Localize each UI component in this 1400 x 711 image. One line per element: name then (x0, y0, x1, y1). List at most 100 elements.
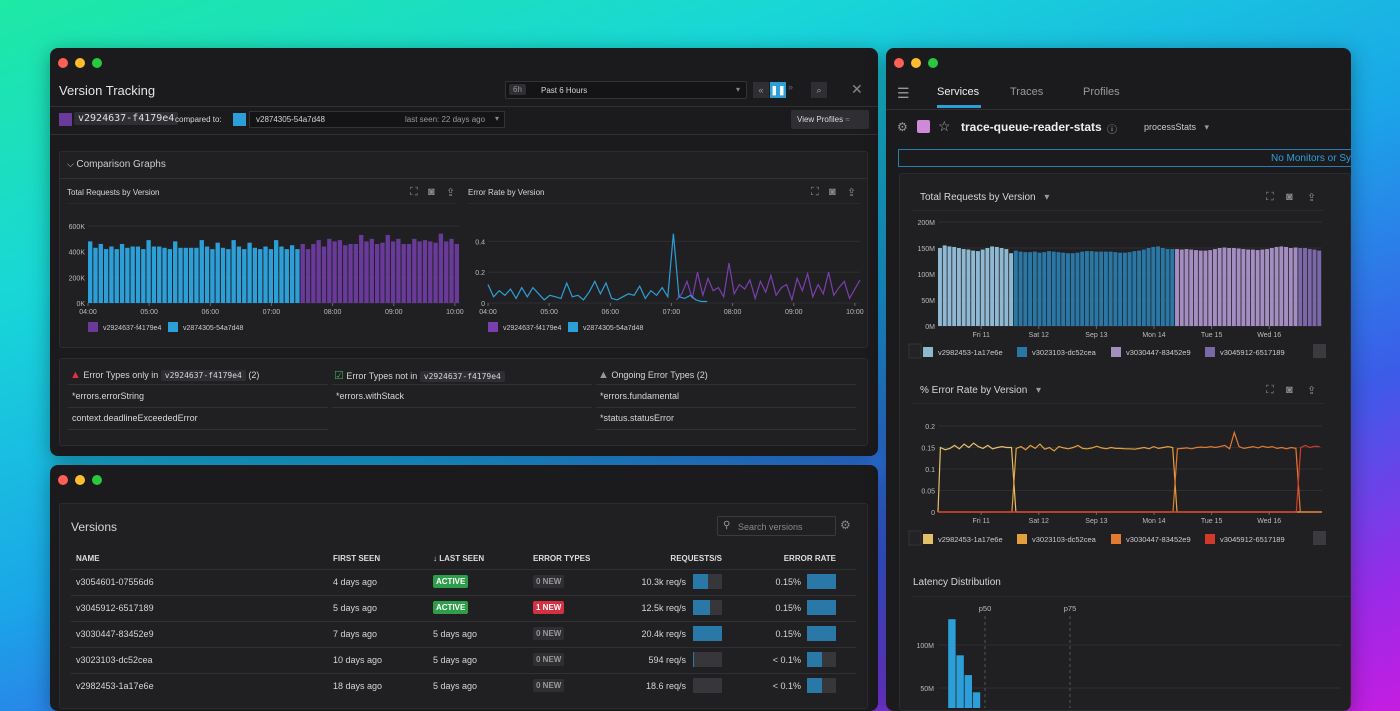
bar (327, 238, 332, 303)
minimize-window-button[interactable] (75, 475, 85, 485)
column-header[interactable]: ERROR TYPES (533, 554, 591, 563)
fullscreen-icon[interactable]: ⛶ (1266, 191, 1274, 203)
bar (226, 249, 231, 303)
column-header[interactable]: REQUESTS/S (670, 554, 722, 563)
bar (1208, 250, 1213, 326)
error-type-item[interactable]: *errors.withStack (336, 391, 405, 401)
series-line (937, 442, 1322, 513)
monitor-banner[interactable]: No Monitors or Sy (898, 149, 1351, 167)
x-tick-label: 05:00 (540, 309, 558, 316)
tab-services[interactable]: Services (937, 86, 980, 98)
legend-prev-button[interactable] (908, 530, 922, 546)
close-window-button[interactable] (58, 475, 68, 485)
share-icon[interactable]: ⇪ (1307, 385, 1317, 397)
bar (1051, 251, 1056, 326)
gear-icon[interactable]: ⚙ (840, 518, 851, 532)
x-tick-label: Sep 13 (1085, 518, 1107, 525)
bar (311, 243, 316, 303)
maximize-window-button[interactable] (928, 58, 938, 68)
legend-next-button[interactable] (1313, 531, 1326, 545)
camera-icon[interactable]: ◙ (829, 186, 836, 198)
bar (258, 249, 263, 303)
camera-icon[interactable]: ◙ (1286, 191, 1293, 203)
error-types-badge: 1 NEW (533, 601, 565, 614)
column-header[interactable]: NAME (76, 554, 100, 563)
chart-title-dropdown[interactable]: Total Requests by Version ▾ (920, 192, 1050, 203)
y-tick-label: 0.05 (921, 489, 935, 496)
camera-icon[interactable]: ◙ (428, 186, 435, 198)
view-profiles-button[interactable]: View Profiles ≈ (791, 110, 869, 129)
filter-menu-icon[interactable]: ☰ (897, 85, 910, 101)
pause-button[interactable]: ❚❚ (770, 82, 786, 98)
y-tick-label: 0.4 (475, 239, 485, 246)
legend-next-button[interactable] (1313, 344, 1326, 358)
last-seen: 5 days ago (433, 655, 478, 665)
x-tick-label: Tue 15 (1201, 332, 1223, 339)
version-name[interactable]: v2982453-1a17e6e (76, 681, 154, 691)
minimize-window-button[interactable] (911, 58, 921, 68)
x-tick-label: 07:00 (263, 309, 281, 316)
time-range-selector[interactable]: 6h Past 6 Hours ▾ (505, 81, 747, 99)
column-header[interactable]: FIRST SEEN (333, 554, 381, 563)
bar (1099, 251, 1104, 326)
bar (1013, 250, 1018, 326)
version-name[interactable]: v3023103-dc52cea (76, 655, 153, 665)
legend-prev-button[interactable] (908, 343, 922, 359)
error-type-item[interactable]: *status.statusError (600, 413, 675, 423)
bar (1160, 248, 1165, 326)
fullscreen-icon[interactable]: ⛶ (811, 186, 819, 198)
share-icon[interactable]: ⇪ (446, 187, 456, 199)
version-name[interactable]: v3045912-6517189 (76, 603, 154, 613)
error-type-item[interactable]: context.deadlineExceededError (72, 413, 198, 423)
close-window-button[interactable] (58, 58, 68, 68)
bar (1189, 249, 1194, 326)
star-icon[interactable]: ☆ (938, 118, 951, 134)
zoom-search-button[interactable]: ⌕ (811, 82, 827, 98)
version-name[interactable]: v3030447-83452e9 (76, 629, 154, 639)
maximize-window-button[interactable] (92, 475, 102, 485)
x-tick-label: 10:00 (446, 309, 464, 316)
tab-profiles[interactable]: Profiles (1083, 86, 1120, 98)
fullscreen-icon[interactable]: ⛶ (1266, 384, 1274, 396)
info-icon[interactable]: ⓘ (1107, 125, 1117, 136)
current-version-swatch (59, 113, 72, 126)
fullscreen-icon[interactable]: ⛶ (410, 186, 418, 198)
share-icon[interactable]: ⇪ (847, 187, 857, 199)
camera-icon[interactable]: ◙ (1286, 384, 1293, 396)
service-settings-icon[interactable]: ⚙ (897, 120, 908, 134)
series-line (938, 443, 1322, 513)
chart-title: Total Requests by Version (67, 188, 160, 197)
bar (374, 243, 380, 303)
bar (1061, 252, 1066, 326)
x-tick-label: Sat 12 (1029, 518, 1049, 525)
check-green-icon: ☑ (334, 370, 344, 382)
x-tick-label: Wed 16 (1257, 518, 1281, 525)
tab-traces[interactable]: Traces (1010, 86, 1044, 98)
search-versions-input[interactable]: ⚲ Search versions (717, 516, 836, 536)
bar (151, 246, 157, 303)
bar (1151, 246, 1156, 326)
maximize-window-button[interactable] (92, 58, 102, 68)
error-type-item[interactable]: *errors.fundamental (600, 391, 680, 401)
series-line (487, 233, 708, 303)
bar (263, 246, 268, 303)
first-seen: 4 days ago (333, 577, 378, 587)
current-version: v2924637-f4179e4 (74, 112, 179, 125)
column-header[interactable]: ERROR RATE (783, 554, 836, 563)
bar (1122, 252, 1127, 326)
collapse-toggle[interactable]: ⌵ Comparison Graphs (67, 159, 166, 170)
compared-version-select[interactable]: v2874305-54a7d48 last seen: 22 days ago … (249, 111, 505, 128)
chevron-down-icon: ▾ (1044, 192, 1050, 203)
forward-button[interactable]: » (788, 82, 794, 92)
operation-select[interactable]: processStats ▾ (1144, 122, 1210, 132)
close-window-button[interactable] (894, 58, 904, 68)
version-name[interactable]: v3054601-07556d6 (76, 577, 154, 587)
close-icon[interactable]: ✕ (851, 81, 863, 97)
share-icon[interactable]: ⇪ (1307, 192, 1317, 204)
minimize-window-button[interactable] (75, 58, 85, 68)
chart-title-dropdown[interactable]: % Error Rate by Version ▾ (920, 385, 1042, 396)
error-type-item[interactable]: *errors.errorString (72, 391, 145, 401)
rewind-button[interactable]: « (753, 82, 769, 98)
requests-value: 12.5k req/s (641, 603, 686, 613)
column-header[interactable]: ↓ LAST SEEN (433, 554, 485, 563)
